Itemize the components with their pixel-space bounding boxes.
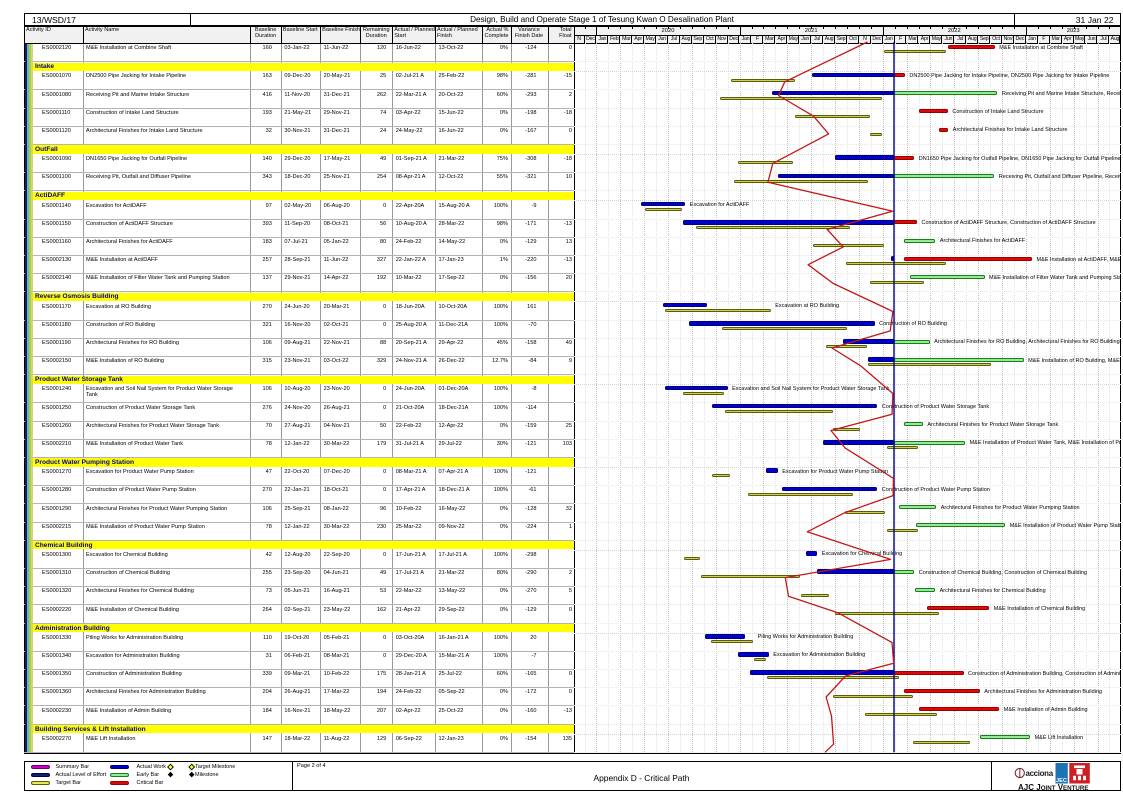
- svg-text:AJC JOINT VENTURE: AJC JOINT VENTURE: [1018, 783, 1088, 792]
- svg-text:JEC: JEC: [1056, 778, 1067, 784]
- svg-text:acciona: acciona: [1026, 769, 1054, 778]
